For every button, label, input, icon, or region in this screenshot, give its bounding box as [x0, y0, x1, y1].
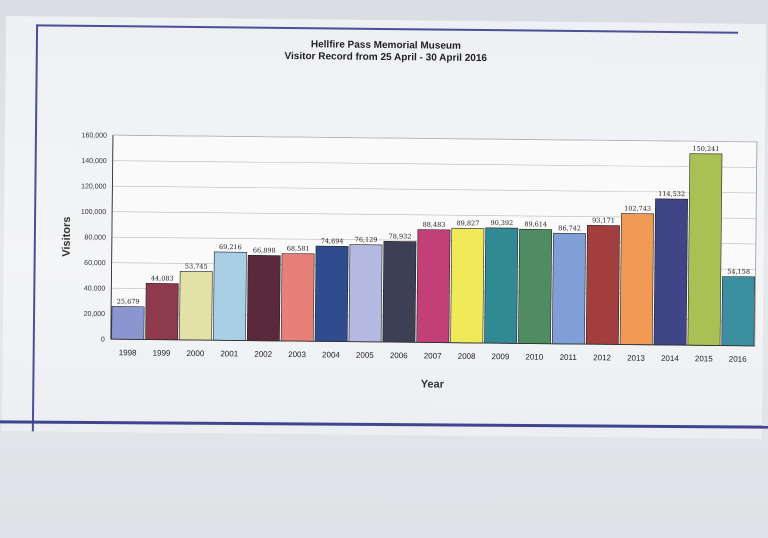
bar — [585, 225, 620, 345]
gridline — [112, 160, 757, 168]
data-label: 76,129 — [355, 236, 378, 244]
bar — [213, 251, 247, 341]
y-axis-line — [110, 135, 114, 340]
data-label: 114,532 — [658, 190, 685, 198]
bar — [518, 228, 553, 345]
x-tick-label: 2004 — [322, 350, 340, 359]
y-tick-label: 20,000 — [84, 311, 106, 318]
y-axis-label: Visitors — [61, 217, 73, 257]
x-tick-label: 2007 — [424, 351, 442, 360]
y-tick-label: 40,000 — [84, 285, 106, 292]
data-label: 93,171 — [592, 216, 615, 224]
data-label: 89,614 — [524, 220, 547, 228]
bar — [111, 306, 145, 340]
x-tick-label: 2005 — [356, 351, 374, 360]
y-tick-label: 100,000 — [81, 209, 106, 216]
bar — [619, 213, 654, 346]
data-label: 86,742 — [558, 224, 581, 232]
x-tick-label: 2013 — [627, 354, 645, 363]
y-tick-label: 140,000 — [81, 158, 106, 165]
y-tick-label: 80,000 — [84, 234, 106, 241]
bar — [687, 153, 723, 346]
bar — [653, 198, 688, 346]
y-tick-label: 0 — [101, 337, 105, 344]
x-tick-label: 2000 — [186, 349, 204, 358]
data-label: 44,083 — [151, 274, 174, 282]
data-label: 78,932 — [389, 232, 412, 240]
x-axis-label: Year — [421, 378, 445, 390]
x-tick-label: 2009 — [491, 352, 509, 361]
bar-chart: 0 20,000 40,000 60,000 80,000 100,000 120,000 1… — [61, 132, 758, 391]
data-label: 66,898 — [253, 246, 276, 254]
x-tick-label: 1999 — [153, 349, 171, 358]
bar — [314, 245, 349, 342]
x-tick-label: 2016 — [729, 355, 747, 364]
data-label: 54,158 — [727, 268, 750, 276]
data-label: 74,694 — [321, 237, 344, 245]
data-label: 69,216 — [219, 243, 242, 251]
gridline — [112, 134, 757, 143]
x-axis-line — [110, 338, 755, 347]
data-label: 25,679 — [117, 297, 140, 305]
x-tick-label: 2006 — [390, 351, 408, 360]
data-label: 89,827 — [457, 219, 480, 227]
bar — [179, 271, 213, 341]
bar — [382, 241, 417, 343]
bar — [721, 276, 755, 347]
y-tick-label: 160,000 — [82, 132, 107, 139]
bar — [450, 227, 485, 344]
paper-sheet: Hellfire Pass Memorial Museum Visitor Re… — [1, 16, 767, 439]
x-tick-label: 2014 — [661, 354, 679, 363]
data-label: 102,743 — [624, 205, 651, 213]
y-tick-label: 120,000 — [81, 183, 106, 190]
x-tick-label: 2001 — [220, 349, 238, 358]
y-tick-label: 60,000 — [84, 260, 106, 267]
x-tick-label: 2003 — [288, 350, 306, 359]
data-label: 53,745 — [185, 262, 208, 270]
data-label: 150,241 — [693, 145, 720, 153]
bar — [280, 253, 315, 342]
bar — [348, 244, 383, 343]
bar — [416, 229, 451, 343]
x-tick-label: 2015 — [695, 354, 713, 363]
data-label: 90,392 — [490, 219, 513, 227]
x-tick-label: 2002 — [254, 350, 272, 359]
bar — [551, 232, 586, 345]
x-tick-label: 2012 — [593, 353, 611, 362]
bar — [484, 227, 519, 344]
data-label: 68,581 — [287, 245, 310, 253]
data-label: 88,483 — [423, 221, 446, 229]
bar — [145, 283, 179, 341]
x-tick-label: 2011 — [560, 353, 578, 362]
x-tick-label: 2010 — [525, 352, 543, 361]
x-tick-label: 2008 — [458, 352, 476, 361]
gridline — [112, 185, 757, 194]
x-tick-label: 1998 — [119, 348, 137, 357]
bar — [246, 254, 281, 342]
